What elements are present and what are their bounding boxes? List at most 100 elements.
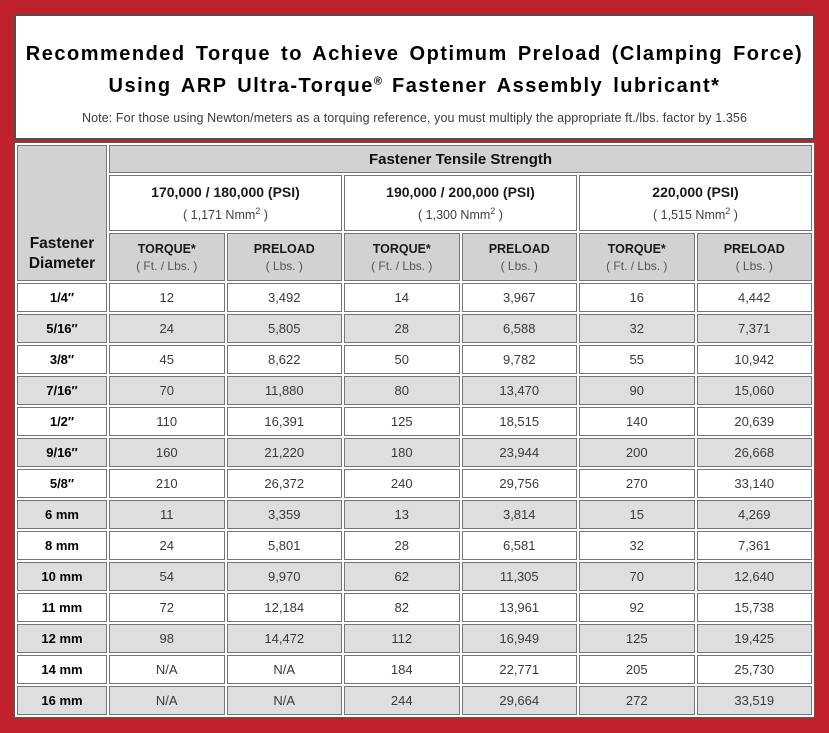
value-cell: N/A: [109, 655, 225, 684]
value-cell: 110: [109, 407, 225, 436]
value-cell: 272: [579, 686, 695, 715]
table-row: 1/2″ 110 16,391 125 18,515 140 20,639: [17, 407, 812, 436]
value-cell: 9,782: [461, 345, 577, 374]
value-cell: N/A: [109, 686, 225, 715]
value-cell: 6,588: [461, 314, 577, 343]
value-cell: 4,269: [696, 500, 812, 529]
psi-value: 170,000 / 180,000 (PSI): [151, 183, 300, 200]
value-cell: 11: [109, 500, 225, 529]
nmm-value: ( 1,300 Nmm2 ): [418, 205, 503, 223]
column-header-preload-1: PRELOAD ( Lbs. ): [226, 233, 342, 281]
value-cell: 33,140: [696, 469, 812, 498]
column-header-torque-3: TORQUE* ( Ft. / Lbs. ): [579, 233, 695, 281]
value-cell: 9,970: [226, 562, 342, 591]
table-row: 3/8″ 45 8,622 50 9,782 55 10,942: [17, 345, 812, 374]
corner-header-line2: Diameter: [28, 254, 96, 272]
value-cell: 28: [344, 531, 460, 560]
value-cell: 180: [344, 438, 460, 467]
value-cell: 7,361: [696, 531, 812, 560]
value-cell: 20,639: [696, 407, 812, 436]
value-cell: 24: [109, 531, 225, 560]
nmm-value: ( 1,171 Nmm2 ): [183, 205, 268, 223]
value-cell: 8,622: [226, 345, 342, 374]
value-cell: 82: [344, 593, 460, 622]
value-cell: 16,391: [226, 407, 342, 436]
value-cell: 160: [109, 438, 225, 467]
table-row: 14 mm N/A N/A 184 22,771 205 25,730: [17, 655, 812, 684]
table-row: 9/16″ 160 21,220 180 23,944 200 26,668: [17, 438, 812, 467]
value-cell: 32: [579, 531, 695, 560]
value-cell: 140: [579, 407, 695, 436]
value-cell: 13,470: [461, 376, 577, 405]
diameter-cell: 5/8″: [17, 469, 107, 498]
value-cell: 200: [579, 438, 695, 467]
registered-trademark-symbol: ®: [373, 75, 382, 88]
table-body: 1/4″ 12 3,492 14 3,967 16 4,442 5/16″ 24 5,805 28 6…: [17, 283, 812, 715]
value-cell: 3,814: [461, 500, 577, 529]
psi-group-190-200: 190,000 / 200,000 (PSI) ( 1,300 Nmm2 ): [344, 175, 577, 231]
page-title: Recommended Torque to Achieve Optimum Pr…: [16, 38, 813, 102]
value-cell: 26,668: [696, 438, 812, 467]
value-cell: 7,371: [696, 314, 812, 343]
value-cell: 45: [109, 345, 225, 374]
diameter-cell: 5/16″: [17, 314, 107, 343]
value-cell: 125: [579, 624, 695, 653]
value-cell: 11,880: [226, 376, 342, 405]
value-cell: 3,492: [226, 283, 342, 312]
value-cell: 240: [344, 469, 460, 498]
value-cell: 23,944: [461, 438, 577, 467]
value-cell: 5,805: [226, 314, 342, 343]
psi-group-170-180: 170,000 / 180,000 (PSI) ( 1,171 Nmm2 ): [109, 175, 342, 231]
table-row: 12 mm 98 14,472 112 16,949 125 19,425: [17, 624, 812, 653]
value-cell: 62: [344, 562, 460, 591]
psi-group-row: 170,000 / 180,000 (PSI) ( 1,171 Nmm2 ) 1…: [17, 175, 812, 231]
value-cell: 28: [344, 314, 460, 343]
value-cell: 12,184: [226, 593, 342, 622]
value-cell: 11,305: [461, 562, 577, 591]
corner-header-fastener-diameter: Fastener Diameter: [17, 145, 107, 281]
value-cell: 32: [579, 314, 695, 343]
value-cell: 54: [109, 562, 225, 591]
table-row: 8 mm 24 5,801 28 6,581 32 7,361: [17, 531, 812, 560]
column-header-row: TORQUE* ( Ft. / Lbs. ) PRELOAD ( Lbs. ) …: [17, 233, 812, 281]
diameter-cell: 6 mm: [17, 500, 107, 529]
value-cell: 125: [344, 407, 460, 436]
value-cell: N/A: [226, 655, 342, 684]
value-cell: 3,967: [461, 283, 577, 312]
value-cell: 29,756: [461, 469, 577, 498]
value-cell: 16: [579, 283, 695, 312]
diameter-cell: 12 mm: [17, 624, 107, 653]
corner-header-line1: Fastener: [29, 234, 95, 252]
value-cell: 33,519: [696, 686, 812, 715]
diameter-cell: 11 mm: [17, 593, 107, 622]
value-cell: 14,472: [226, 624, 342, 653]
title-line1: Recommended Torque to Achieve Optimum Pr…: [25, 43, 804, 65]
table-row: 5/8″ 210 26,372 240 29,756 270 33,140: [17, 469, 812, 498]
psi-group-220: 220,000 (PSI) ( 1,515 Nmm2 ): [579, 175, 812, 231]
table-row: 10 mm 54 9,970 62 11,305 70 12,640: [17, 562, 812, 591]
value-cell: 244: [344, 686, 460, 715]
title-panel: Recommended Torque to Achieve Optimum Pr…: [14, 14, 815, 140]
value-cell: 3,359: [226, 500, 342, 529]
value-cell: 112: [344, 624, 460, 653]
diameter-cell: 7/16″: [17, 376, 107, 405]
value-cell: 98: [109, 624, 225, 653]
value-cell: 70: [579, 562, 695, 591]
column-header-torque-2: TORQUE* ( Ft. / Lbs. ): [344, 233, 460, 281]
value-cell: 14: [344, 283, 460, 312]
column-header-preload-3: PRELOAD ( Lbs. ): [696, 233, 812, 281]
value-cell: 26,372: [226, 469, 342, 498]
value-cell: 4,442: [696, 283, 812, 312]
note-text: Note: For those using Newton/meters as a…: [81, 111, 747, 125]
diameter-cell: 9/16″: [17, 438, 107, 467]
value-cell: 29,664: [461, 686, 577, 715]
tensile-strength-header: Fastener Tensile Strength: [109, 145, 812, 173]
value-cell: 55: [579, 345, 695, 374]
value-cell: 70: [109, 376, 225, 405]
value-cell: 25,730: [696, 655, 812, 684]
column-header-torque-1: TORQUE* ( Ft. / Lbs. ): [109, 233, 225, 281]
table-row: 11 mm 72 12,184 82 13,961 92 15,738: [17, 593, 812, 622]
diameter-cell: 1/2″: [17, 407, 107, 436]
value-cell: 21,220: [226, 438, 342, 467]
torque-table: Fastener Diameter Fastener Tensile Stren…: [14, 142, 815, 718]
